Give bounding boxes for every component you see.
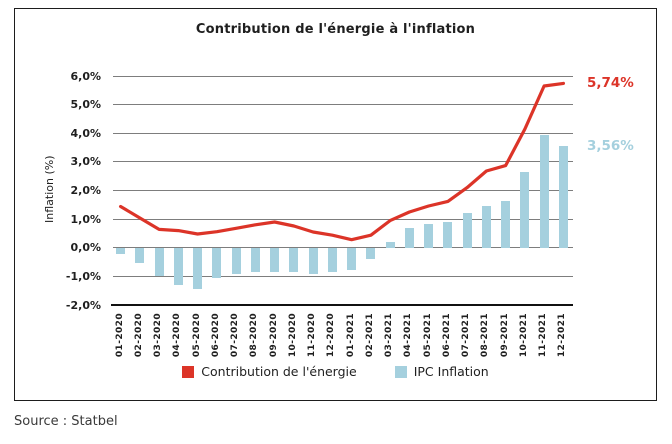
- bar-03-2021: [385, 242, 395, 248]
- bar-07-2020: [231, 247, 241, 274]
- x-tick-label: 05-2020: [191, 313, 202, 358]
- y-tick-label: 5,0%: [70, 98, 101, 112]
- x-tick-label: 03-2021: [384, 313, 395, 358]
- y-tick-label: 2,0%: [70, 184, 101, 197]
- y-tick-label: 0,0%: [70, 241, 101, 255]
- gridline: [113, 218, 573, 220]
- x-tick-label: 01-2021: [345, 313, 356, 358]
- y-tick-label: 1,0%: [70, 212, 101, 226]
- legend-item-ipc: IPC Inflation: [394, 364, 489, 379]
- x-tick-label: 07-2020: [230, 313, 241, 358]
- bar-03-2020: [154, 247, 164, 277]
- bar-11-2021: [539, 134, 549, 248]
- bar-08-2021: [481, 205, 491, 248]
- legend-label-ipc: IPC Inflation: [413, 364, 489, 379]
- bar-12-2021: [558, 145, 568, 248]
- plot-area: [111, 75, 573, 306]
- bar-02-2021: [366, 247, 376, 259]
- x-tick-label: 12-2020: [326, 313, 337, 358]
- ipc-series-swatch-icon: [394, 365, 407, 378]
- bar-02-2020: [135, 247, 145, 264]
- x-tick-label: 04-2020: [172, 313, 183, 358]
- chart-frame: Contribution de l'énergie à l'inflation …: [14, 8, 657, 401]
- x-tick-label: 04-2021: [403, 313, 414, 358]
- bar-05-2020: [193, 247, 203, 290]
- x-tick-label: 10-2020: [287, 313, 298, 358]
- x-tick-label: 11-2020: [307, 313, 318, 358]
- bar-08-2020: [250, 247, 260, 273]
- x-tick-label: 02-2021: [364, 313, 375, 358]
- gridline: [113, 275, 573, 277]
- bar-04-2020: [173, 247, 183, 285]
- energy-series-swatch-icon: [182, 365, 195, 378]
- legend-label-energy: Contribution de l'énergie: [201, 364, 357, 379]
- gridline: [113, 247, 573, 249]
- bar-11-2020: [308, 247, 318, 275]
- x-tick-label: 01-2020: [114, 313, 125, 358]
- x-tick-label: 11-2021: [538, 313, 549, 358]
- x-tick-label: 09-2021: [499, 313, 510, 358]
- x-tick-label: 05-2021: [422, 313, 433, 358]
- x-axis-labels: 01-2020 02-2020 03-2020 04-2020 05-2020 06-20…: [111, 310, 573, 362]
- bar-04-2021: [404, 228, 414, 248]
- y-tick-label: -2,0%: [65, 298, 101, 312]
- legend-item-energy: Contribution de l'énergie: [182, 364, 357, 379]
- bar-end-value-label: 3,56%: [587, 138, 634, 154]
- chart-title: Contribution de l'énergie à l'inflation: [195, 22, 476, 37]
- source-caption: Source : Statbel: [14, 414, 118, 429]
- x-tick-label: 09-2020: [268, 313, 279, 358]
- x-tick-label: 06-2021: [441, 313, 452, 358]
- gridline: [113, 132, 573, 134]
- x-tick-label: 08-2021: [480, 313, 491, 358]
- bar-01-2020: [116, 247, 126, 255]
- gridline: [113, 75, 573, 77]
- x-tick-label: 08-2020: [249, 313, 260, 358]
- y-tick-label: 6,0%: [70, 69, 101, 83]
- gridline: [113, 161, 573, 163]
- legend: Contribution de l'énergie IPC Inflation: [15, 364, 656, 379]
- x-tick-label: 06-2020: [210, 313, 221, 358]
- bar-09-2021: [501, 200, 511, 248]
- bar-12-2020: [327, 247, 337, 273]
- bar-10-2021: [520, 171, 530, 248]
- x-tick-label: 07-2021: [461, 313, 472, 358]
- bar-05-2021: [424, 224, 434, 248]
- y-tick-label: 4,0%: [70, 126, 101, 140]
- x-tick-label: 12-2021: [557, 313, 568, 358]
- x-tick-label: 10-2021: [518, 313, 529, 358]
- bar-06-2021: [443, 221, 453, 248]
- x-tick-label: 03-2020: [153, 313, 164, 358]
- bar-01-2021: [347, 247, 357, 271]
- x-tick-label: 02-2020: [133, 313, 144, 358]
- x-axis-line: [111, 304, 573, 306]
- y-tick-label: -1,0%: [65, 269, 101, 283]
- line-end-value-label: 5,74%: [587, 75, 634, 91]
- bar-06-2020: [212, 247, 222, 279]
- gridline: [113, 104, 573, 106]
- bar-10-2020: [289, 247, 299, 273]
- gridline: [113, 190, 573, 191]
- bar-09-2020: [270, 247, 280, 273]
- bar-07-2021: [462, 212, 472, 248]
- y-tick-label: 3,0%: [70, 155, 101, 169]
- energy-line-series: [119, 81, 565, 242]
